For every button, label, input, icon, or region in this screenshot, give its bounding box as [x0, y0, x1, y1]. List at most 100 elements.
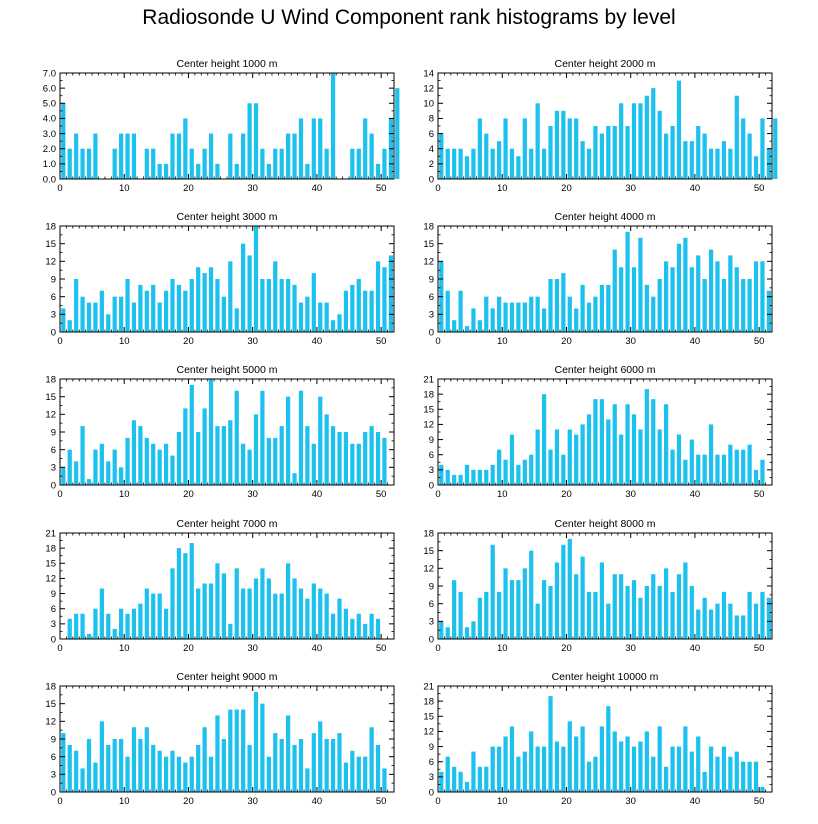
histogram-bar — [363, 118, 368, 179]
x-tick-label: 20 — [561, 643, 572, 654]
panel-title: Center height 4000 m — [555, 211, 656, 223]
histogram-bar — [343, 432, 349, 485]
x-tick-label: 40 — [690, 183, 701, 194]
histogram-bar — [670, 449, 675, 485]
histogram-bar — [509, 726, 515, 792]
histogram-bar — [228, 709, 233, 792]
histogram-bar — [382, 267, 387, 332]
histogram-bar — [318, 118, 323, 179]
histogram-bar — [439, 133, 444, 179]
histogram-bar — [356, 756, 361, 792]
histogram-bar — [350, 284, 355, 332]
histogram-bar — [279, 593, 284, 639]
histogram-bar — [664, 404, 669, 485]
histogram-bar — [138, 284, 143, 332]
y-tick-label: 18 — [45, 543, 56, 554]
histogram-bar — [535, 296, 540, 332]
y-tick-label: 12 — [45, 257, 56, 268]
histogram-bar — [106, 461, 111, 485]
histogram-bar — [766, 597, 771, 639]
histogram-bar — [503, 736, 508, 792]
histogram-bar — [561, 746, 566, 792]
histogram-bar — [452, 320, 457, 332]
histogram-bar — [375, 744, 381, 792]
histogram-bar — [612, 404, 617, 485]
histogram-bar — [529, 731, 534, 792]
y-tick-label: 9 — [51, 274, 56, 285]
histogram-bar — [151, 593, 156, 639]
histogram-bar — [93, 762, 98, 792]
histogram-bar — [292, 284, 297, 332]
histogram-bar — [215, 426, 220, 485]
histogram-bar — [382, 768, 387, 792]
histogram-bar — [734, 751, 739, 792]
x-tick-label: 0 — [435, 796, 440, 807]
histogram-bar — [599, 133, 604, 179]
histogram-bar — [702, 597, 707, 639]
histogram-bar — [189, 148, 194, 179]
histogram-bar — [208, 267, 214, 332]
histogram-bar — [286, 715, 291, 792]
x-tick-label: 30 — [625, 643, 636, 654]
histogram-bar — [298, 390, 304, 485]
x-tick-label: 20 — [183, 643, 194, 654]
histogram-bar — [477, 118, 482, 179]
histogram-bar — [176, 284, 182, 332]
histogram-bar — [369, 727, 374, 792]
y-tick-label: 0 — [51, 634, 56, 645]
histogram-bar — [541, 308, 547, 332]
histogram-bar — [676, 434, 682, 485]
y-tick-label: 2 — [429, 159, 434, 170]
histogram-bar — [234, 709, 239, 792]
histogram-bar — [644, 731, 649, 792]
histogram-bar — [631, 746, 637, 792]
x-tick-label: 50 — [754, 489, 765, 500]
x-tick-label: 0 — [435, 643, 440, 654]
histogram-bar — [728, 444, 733, 485]
histogram-bar — [464, 326, 470, 332]
histogram-panel: Center height 10000 m 0 10 20 30 40 50 0 3 6 9 12 15… — [423, 671, 773, 807]
histogram-bar — [112, 739, 117, 792]
histogram-bar — [286, 396, 291, 485]
y-tick-label: 4.0 — [43, 114, 56, 125]
x-tick-label: 20 — [183, 796, 194, 807]
histogram-bar — [221, 426, 226, 485]
histogram-bar — [343, 762, 349, 792]
histogram-bar — [292, 473, 297, 485]
histogram-bar — [760, 786, 765, 792]
histogram-bar — [445, 469, 450, 485]
histogram-bar — [170, 279, 175, 332]
histogram-bar — [471, 621, 476, 639]
histogram-bar — [548, 586, 553, 639]
histogram-bar — [741, 449, 746, 485]
histogram-bar — [490, 464, 495, 485]
histogram-bar — [471, 148, 476, 179]
histogram-bar — [734, 95, 739, 179]
x-tick-label: 50 — [754, 796, 765, 807]
histogram-bar — [80, 296, 85, 332]
histogram-bar — [516, 302, 521, 332]
histogram-bar — [490, 544, 495, 639]
histogram-bar — [664, 766, 669, 792]
histogram-bar — [106, 613, 111, 639]
histogram-bar — [350, 750, 355, 792]
y-tick-label: 0 — [429, 634, 434, 645]
y-tick-label: 2.0 — [43, 144, 56, 155]
histogram-bar — [509, 434, 515, 485]
histogram-panel: Center height 1000 m 0 10 20 30 40 50 0.0 1.0 2.0… — [43, 58, 400, 194]
histogram-bar — [676, 80, 682, 179]
histogram-bar — [74, 613, 79, 639]
histogram-bar — [375, 432, 381, 485]
x-tick-label: 20 — [561, 336, 572, 347]
histogram-bar — [266, 437, 271, 485]
histogram-bar — [619, 267, 624, 332]
histogram-bar — [708, 148, 714, 179]
y-tick-label: 15 — [45, 239, 56, 250]
histogram-bar — [625, 126, 630, 179]
histogram-bar — [490, 308, 495, 332]
histogram-bar — [273, 148, 278, 179]
histogram-bar — [163, 290, 169, 332]
histogram-bar — [651, 88, 656, 179]
histogram-bar — [337, 432, 342, 485]
histogram-bar — [548, 126, 553, 179]
